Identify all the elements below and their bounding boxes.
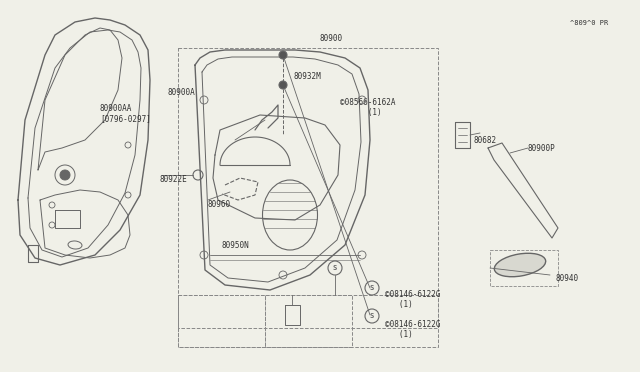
Text: 80682: 80682 bbox=[473, 136, 496, 145]
Bar bbox=[178, 295, 265, 347]
Circle shape bbox=[279, 51, 287, 59]
Text: 80922E: 80922E bbox=[160, 175, 188, 184]
Text: 80940: 80940 bbox=[556, 274, 579, 283]
Text: S: S bbox=[333, 265, 337, 271]
Text: 80960: 80960 bbox=[207, 200, 230, 209]
Text: S: S bbox=[370, 285, 374, 291]
Ellipse shape bbox=[494, 253, 546, 277]
Text: S: S bbox=[370, 313, 374, 319]
Text: ©08146-6122G
   (1): ©08146-6122G (1) bbox=[385, 290, 440, 310]
Text: 80900A: 80900A bbox=[168, 88, 196, 97]
Text: 80900P: 80900P bbox=[527, 144, 555, 153]
Bar bbox=[178, 48, 438, 328]
Text: 80932M: 80932M bbox=[294, 72, 322, 81]
Text: 80950N: 80950N bbox=[222, 241, 250, 250]
Text: ©08566-6162A
      (1): ©08566-6162A (1) bbox=[340, 98, 396, 118]
Bar bbox=[490, 250, 558, 286]
Text: ^809^0 PR: ^809^0 PR bbox=[570, 20, 608, 26]
Bar bbox=[178, 295, 438, 347]
Bar bbox=[265, 295, 352, 347]
Text: 80900AA
[0796-0297]: 80900AA [0796-0297] bbox=[100, 104, 151, 124]
Circle shape bbox=[279, 81, 287, 89]
Text: 80900: 80900 bbox=[320, 34, 343, 43]
Text: ©08146-6122G
   (1): ©08146-6122G (1) bbox=[385, 320, 440, 339]
Circle shape bbox=[60, 170, 70, 180]
